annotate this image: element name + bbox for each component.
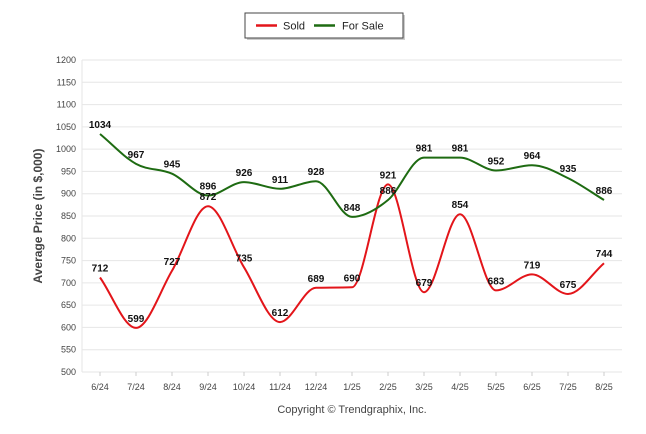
data-label-sold: 872: [200, 192, 217, 203]
data-label-for-sale: 926: [236, 168, 253, 179]
x-tick-label: 6/24: [91, 382, 109, 392]
data-label-sold: 689: [308, 274, 325, 285]
series-line-sold: [99, 183, 605, 329]
data-label-for-sale: 896: [200, 181, 217, 192]
legend-label-for-sale[interactable]: For Sale: [342, 21, 384, 33]
data-label-for-sale: 981: [416, 144, 433, 155]
y-tick-label: 500: [61, 367, 76, 377]
x-tick-label: 6/25: [523, 382, 541, 392]
data-label-for-sale: 1034: [89, 120, 112, 131]
x-tick-label: 8/24: [163, 382, 181, 392]
data-label-sold: 744: [596, 249, 613, 260]
data-label-sold: 675: [560, 280, 577, 291]
data-label-sold: 690: [344, 273, 361, 284]
y-tick-label: 1000: [56, 144, 76, 154]
x-tick-label: 10/24: [233, 382, 256, 392]
data-label-for-sale: 967: [128, 150, 145, 161]
data-label-sold: 921: [380, 170, 397, 181]
data-label-sold: 854: [452, 200, 469, 211]
x-tick-label: 7/24: [127, 382, 145, 392]
x-tick-label: 12/24: [305, 382, 328, 392]
y-tick-label: 650: [61, 300, 76, 310]
data-label-sold: 679: [416, 278, 433, 289]
y-tick-label: 1100: [57, 100, 76, 110]
x-tick-label: 9/24: [199, 382, 217, 392]
data-label-for-sale: 981: [452, 144, 469, 155]
data-label-for-sale: 848: [344, 203, 361, 214]
data-label-sold: 683: [488, 276, 505, 287]
y-tick-label: 750: [61, 256, 76, 266]
data-label-sold: 612: [272, 308, 289, 319]
data-label-sold: 727: [164, 257, 181, 268]
data-label-sold: 719: [524, 260, 541, 271]
data-label-sold: 599: [128, 314, 145, 325]
y-tick-label: 700: [61, 278, 76, 288]
y-axis-label: Average Price (in $,000): [31, 149, 45, 284]
series-line-for-sale: [99, 133, 605, 218]
y-tick-label: 900: [61, 189, 76, 199]
data-label-for-sale: 952: [488, 157, 505, 168]
data-label-for-sale: 911: [272, 175, 289, 186]
data-label-sold: 712: [92, 264, 109, 275]
data-labels: 712 599 727 872 735 612 689 690 921 679 854 683 719 6…: [89, 120, 613, 325]
y-tick-label: 950: [61, 166, 76, 176]
y-tick-label: 850: [61, 211, 76, 221]
y-tick-label: 550: [61, 345, 76, 355]
x-tick-label: 2/25: [379, 382, 397, 392]
x-tick-label: 5/25: [487, 382, 505, 392]
series-lines: [99, 133, 605, 329]
y-tick-label: 1150: [57, 77, 76, 87]
data-label-for-sale: 886: [596, 186, 613, 197]
y-tick-label: 1050: [56, 122, 76, 132]
legend-label-sold[interactable]: Sold: [283, 21, 305, 33]
y-tick-label: 800: [61, 233, 76, 243]
legend: Sold For Sale: [244, 12, 405, 40]
y-axis-ticks: 500 550 600 650 700 750 800 850 900 950 1000 1050 11…: [56, 55, 76, 377]
data-label-for-sale: 886: [380, 186, 397, 197]
y-tick-label: 1200: [56, 55, 76, 65]
data-label-for-sale: 945: [164, 160, 181, 171]
x-tick-label: 1/25: [343, 382, 361, 392]
x-tick-label: 8/25: [595, 382, 613, 392]
x-tick-label: 7/25: [559, 382, 577, 392]
x-tick-label: 4/25: [451, 382, 469, 392]
data-label-for-sale: 928: [308, 167, 325, 178]
x-axis-ticks: 6/24 7/24 8/24 9/24 10/24 11/24 12/24 1/25 2/25 3…: [91, 372, 613, 392]
data-label-for-sale: 935: [560, 164, 577, 175]
y-tick-label: 600: [61, 322, 76, 332]
data-label-sold: 735: [236, 253, 253, 264]
data-label-for-sale: 964: [524, 151, 541, 162]
x-tick-label: 3/25: [415, 382, 433, 392]
x-tick-label: 11/24: [269, 382, 291, 392]
copyright-text: Copyright © Trendgraphix, Inc.: [277, 404, 426, 416]
